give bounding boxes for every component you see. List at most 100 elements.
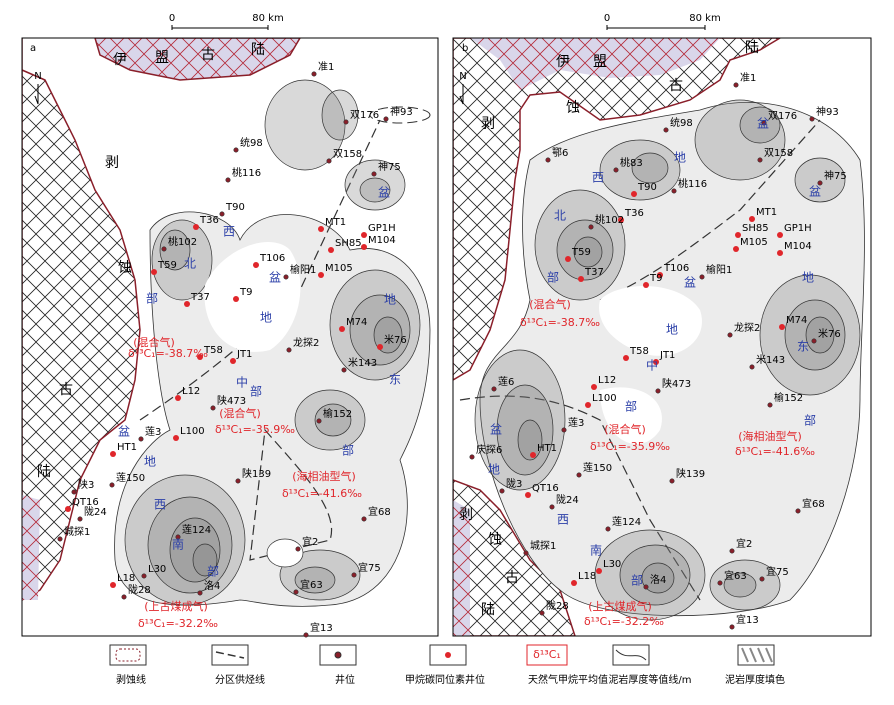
well-label: QT16 <box>532 483 559 494</box>
region-label: 剥 <box>459 507 473 523</box>
well <box>588 224 594 230</box>
north-arrow: N <box>459 71 466 82</box>
well-label: L18 <box>578 571 596 582</box>
well-label: 神93 <box>390 105 413 118</box>
legend-box <box>526 644 568 666</box>
well-label: 洛4 <box>650 573 666 586</box>
well <box>523 550 529 556</box>
legend-label: 天然气甲烷平均值 <box>528 673 608 686</box>
well-label: T9 <box>649 273 662 284</box>
well-label: 莲150 <box>583 462 612 474</box>
legend-label: 分区供烃线 <box>215 673 265 686</box>
region-label: 陆 <box>745 40 759 56</box>
gas-type: (海相油型气) <box>292 469 356 483</box>
basin-label: 部 <box>207 564 219 579</box>
north-arrow-line <box>34 84 39 105</box>
region-label: 古 <box>505 570 519 586</box>
well-label: 双158 <box>333 148 362 160</box>
well-label: M104 <box>368 235 396 246</box>
well-label: 陕3 <box>78 478 94 491</box>
well-label: 神75 <box>378 160 401 173</box>
gas-isotope: δ¹³C₁=-38.7‰ <box>520 316 600 329</box>
well-label: QT16 <box>72 497 99 508</box>
region-label: 蚀 <box>488 532 502 548</box>
well <box>175 534 181 540</box>
well <box>491 386 497 392</box>
well-label: 米143 <box>348 356 377 369</box>
well <box>57 536 63 542</box>
well <box>623 355 629 361</box>
well <box>585 402 591 408</box>
legend-symbol: δ¹³C₁ <box>533 648 561 661</box>
well <box>795 508 801 514</box>
well-label: 城探1 <box>64 525 90 538</box>
north-arrow: N <box>34 71 41 82</box>
basin-label: 中 <box>236 375 248 390</box>
well <box>545 157 551 163</box>
well <box>811 338 817 344</box>
well-label: 陕139 <box>676 467 705 480</box>
basin-label: 西 <box>154 498 166 512</box>
legend-box <box>612 644 650 666</box>
well <box>733 82 739 88</box>
well-label: 宜63 <box>300 578 323 591</box>
well-label: L30 <box>603 559 621 570</box>
well-label: 陇28 <box>546 599 569 612</box>
well <box>779 324 785 330</box>
well <box>141 573 147 579</box>
well <box>175 395 181 401</box>
basin-label: 盆 <box>490 423 502 437</box>
legend-label: 井位 <box>335 673 355 686</box>
well-label: 宜68 <box>368 505 391 518</box>
basin-label: 地 <box>674 151 686 165</box>
basin-label: 盆 <box>269 271 281 285</box>
basin-label: 盆 <box>118 425 130 439</box>
well-label: 桃102 <box>595 213 624 226</box>
well-label: L12 <box>182 386 200 397</box>
well-label: L100 <box>592 393 617 404</box>
basin-label: 西 <box>592 171 604 185</box>
well-label: T59 <box>571 247 591 258</box>
well <box>591 384 597 390</box>
well <box>151 269 157 275</box>
well <box>233 296 239 302</box>
basin-label: 南 <box>590 543 602 558</box>
well <box>596 568 602 574</box>
well <box>316 418 322 424</box>
well <box>733 246 739 252</box>
well <box>225 177 231 183</box>
well-label: 统98 <box>240 136 263 149</box>
gas-type: (混合气) <box>529 297 571 311</box>
basin-label: 中 <box>646 358 658 373</box>
gas-type: (混合气) <box>604 422 646 436</box>
well-label: 陇28 <box>128 583 151 596</box>
well <box>253 262 259 268</box>
region-label: 剥 <box>481 116 495 132</box>
well <box>371 171 377 177</box>
well-label: 宜75 <box>766 565 789 578</box>
well <box>361 244 367 250</box>
well-label: JT1 <box>659 350 675 361</box>
well-label: GP1H <box>368 223 396 234</box>
well <box>121 594 127 600</box>
well-label: 榆152 <box>323 407 352 420</box>
well-label: 米76 <box>818 327 841 340</box>
well <box>663 127 669 133</box>
well-label: 宜2 <box>736 537 752 550</box>
well <box>339 326 345 332</box>
well-label: 宜2 <box>302 535 318 548</box>
well-label: T58 <box>203 345 223 356</box>
well-label: T36 <box>624 208 644 219</box>
scale-zero: 0 <box>604 13 610 24</box>
basin-label: 东 <box>389 373 401 387</box>
well-label: 龙探2 <box>293 336 319 349</box>
scale-bars <box>171 25 706 30</box>
well <box>643 282 649 288</box>
region-label: 古 <box>201 47 215 63</box>
well <box>777 250 783 256</box>
gas-type: (上古煤成气) <box>588 599 652 613</box>
legend-box <box>429 644 467 666</box>
well <box>618 217 624 223</box>
well <box>71 489 77 495</box>
well <box>351 572 357 578</box>
